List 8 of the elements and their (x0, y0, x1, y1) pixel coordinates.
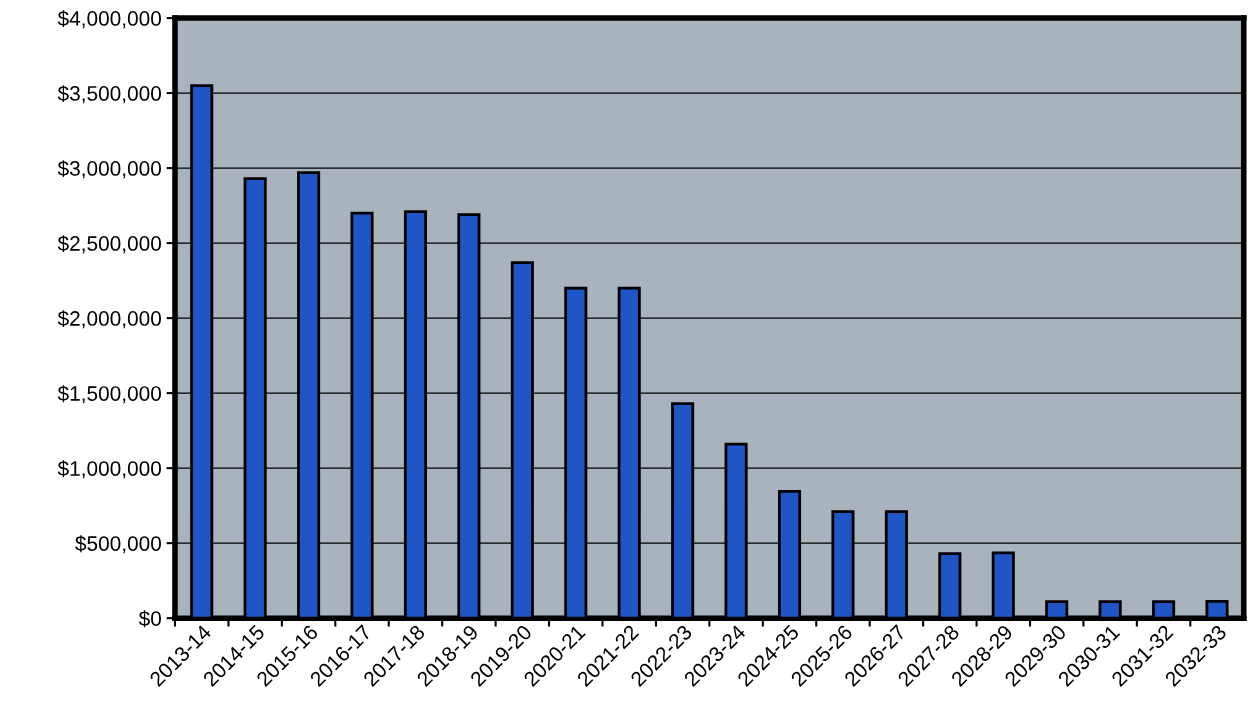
y-tick-label: $4,000,000 (57, 10, 161, 29)
y-tick-label: $500,000 (75, 535, 161, 554)
y-tick-label: $1,500,000 (57, 385, 161, 404)
y-tick-label: $1,000,000 (57, 460, 161, 479)
y-tick-label: $2,000,000 (57, 310, 161, 329)
y-tick-label: $3,000,000 (57, 160, 161, 179)
y-tick-label: $2,500,000 (57, 235, 161, 254)
y-tick-label: $3,500,000 (57, 85, 161, 104)
